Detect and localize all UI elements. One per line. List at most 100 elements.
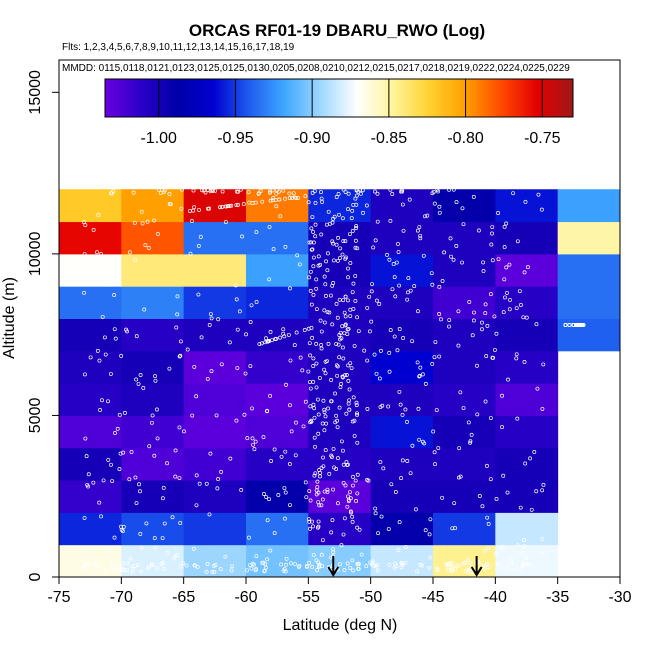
heatmap-cell <box>183 447 247 481</box>
track-point <box>315 479 320 484</box>
track-point <box>252 447 257 452</box>
track-point <box>267 189 272 194</box>
track-point <box>308 404 313 409</box>
track-point <box>315 568 320 573</box>
track-point <box>322 489 327 494</box>
track-point <box>317 468 322 472</box>
track-point <box>298 355 303 360</box>
track-point <box>348 361 353 366</box>
track-point <box>399 565 404 570</box>
track-point <box>82 515 87 520</box>
track-point <box>220 189 225 194</box>
track-point <box>258 189 263 194</box>
track-point <box>387 257 392 262</box>
track-point <box>440 495 445 500</box>
track-point <box>412 284 417 289</box>
colorbar-tick-label: -0.90 <box>294 130 331 147</box>
track-point <box>310 215 315 219</box>
track-point <box>340 216 345 221</box>
heatmap-cell <box>246 286 309 319</box>
heatmap-cell <box>495 383 559 416</box>
track-point <box>316 519 321 524</box>
heatmap-cell <box>59 383 122 416</box>
track-point <box>199 335 204 340</box>
track-point <box>326 209 331 214</box>
track-point <box>525 265 530 270</box>
heatmap-cell <box>121 221 185 255</box>
track-point <box>483 566 487 571</box>
track-point <box>354 498 359 503</box>
colorbar: -1.00 -0.95 -0.90 -0.85 -0.80 -0.75 <box>104 78 574 147</box>
x-tick-label: -70 <box>110 589 133 606</box>
track-point <box>332 214 337 219</box>
track-point <box>389 482 394 487</box>
track-point <box>267 497 271 502</box>
track-point <box>281 188 286 193</box>
track-point <box>390 192 395 196</box>
track-point <box>417 374 422 379</box>
track-point <box>355 440 360 445</box>
track-point <box>312 415 317 420</box>
track-point <box>539 207 544 212</box>
track-point <box>418 365 423 370</box>
track-point <box>448 236 453 241</box>
track-point <box>160 496 165 501</box>
track-point <box>103 352 108 357</box>
track-point <box>417 225 422 229</box>
track-point <box>350 208 355 213</box>
track-point <box>253 439 258 444</box>
track-point <box>396 548 401 553</box>
track-point <box>468 561 473 566</box>
track-point <box>432 201 437 206</box>
track-point <box>353 299 358 303</box>
track-point <box>162 521 167 526</box>
track-point <box>306 326 311 331</box>
track-point <box>421 253 426 258</box>
track-point <box>532 449 537 454</box>
track-point <box>301 424 306 429</box>
heatmap-cell <box>557 318 621 352</box>
track-point <box>313 222 318 227</box>
track-point <box>483 311 488 316</box>
track-point <box>152 218 157 223</box>
heatmap-cell <box>121 189 185 223</box>
track-point <box>436 189 440 194</box>
track-point <box>407 197 412 202</box>
track-point <box>235 366 240 370</box>
track-point <box>119 527 124 532</box>
track-point <box>317 564 322 568</box>
x-tick-label: -60 <box>234 589 257 606</box>
track-point <box>351 483 355 488</box>
track-point <box>330 322 335 327</box>
track-point <box>341 239 346 244</box>
colorbar-tick-label: -1.00 <box>140 130 177 147</box>
track-point <box>394 260 399 265</box>
track-point <box>140 221 145 226</box>
x-tick-label: -75 <box>47 589 70 606</box>
track-point <box>254 554 259 559</box>
track-point <box>276 493 281 497</box>
track-point <box>133 475 138 480</box>
track-point <box>284 556 289 561</box>
track-point <box>494 331 499 336</box>
track-point <box>257 342 262 347</box>
track-point <box>364 203 369 208</box>
track-point <box>492 347 497 352</box>
track-point <box>351 568 356 573</box>
track-point <box>457 446 462 451</box>
track-point <box>500 425 504 430</box>
track-point <box>331 446 336 451</box>
track-point <box>155 232 160 236</box>
track-point <box>155 436 160 441</box>
y-tick-label: 10000 <box>27 232 44 277</box>
heatmap-cell <box>557 221 621 255</box>
track-point <box>374 371 379 376</box>
track-point <box>320 538 325 543</box>
track-point <box>133 258 138 263</box>
track-point <box>325 251 330 256</box>
track-point <box>96 564 101 569</box>
track-point <box>175 312 180 317</box>
heatmap-cell <box>121 480 185 513</box>
track-point <box>107 282 112 287</box>
track-point <box>356 329 361 334</box>
